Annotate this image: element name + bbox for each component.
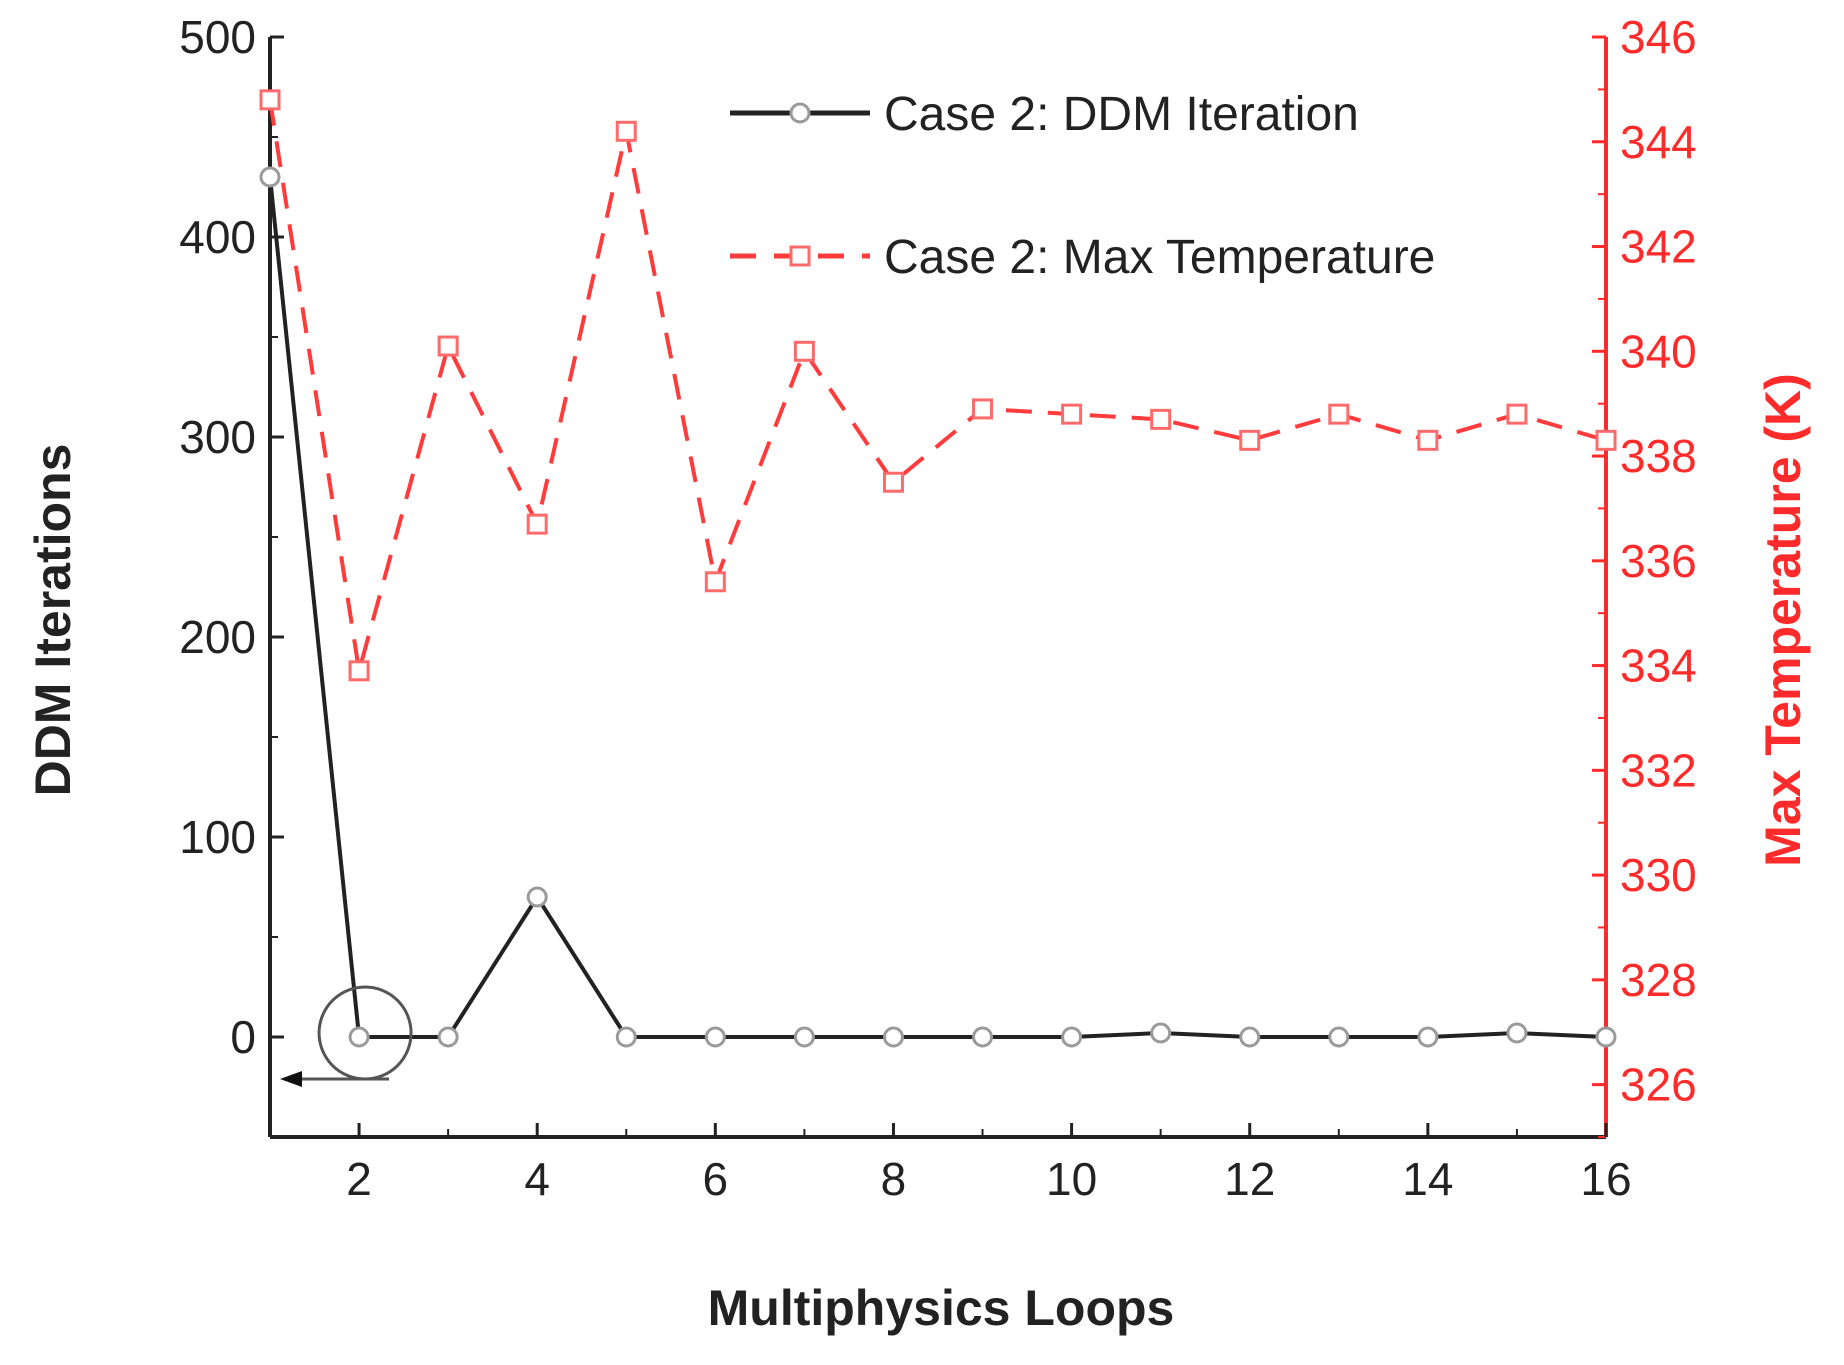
plot-area: 0 100 200 300 400 500 326 328 330 332 334 336 338 340… [179,11,1697,1205]
right-axis-title: Max Temperature (K) [1755,373,1811,867]
ddm-data-point [1417,1026,1439,1048]
ddm-data-point [1328,1026,1350,1048]
x-tick-label: 2 [346,1153,372,1205]
x-tick-label: 6 [703,1153,729,1205]
right-tick-label: 342 [1620,221,1697,273]
ddm-data-point [793,1026,815,1048]
temperature-data-point [793,340,815,362]
legend-label-temp: Case 2: Max Temperature [884,231,1435,284]
right-tick-label: 344 [1620,116,1697,168]
right-tick-label: 326 [1620,1059,1697,1111]
temperature-data-point [348,660,370,682]
x-tick-label: 4 [524,1153,550,1205]
ddm-data-point [1061,1026,1083,1048]
temperature-data-point [1061,403,1083,425]
left-tick-label: 100 [179,811,256,863]
left-tick-label: 300 [179,411,256,463]
legend-item-ddm: Case 2: DDM Iteration [730,88,1359,141]
temperature-data-point [1239,429,1261,451]
x-tick-label: 8 [881,1153,907,1205]
temperature-data-point [1506,403,1528,425]
legend-marker-ddm [789,102,811,124]
ddm-data-point [615,1026,637,1048]
right-tick-label: 340 [1620,325,1697,377]
ddm-data-point [704,1026,726,1048]
x-tick-label: 12 [1224,1153,1275,1205]
temperature-data-point [972,398,994,420]
temperature-data-point [882,471,904,493]
legend-item-temp: Case 2: Max Temperature [730,231,1435,284]
temperature-data-point [1328,403,1350,425]
series-line-0 [268,176,1607,1039]
x-axis-title: Multiphysics Loops [708,1280,1175,1336]
series-line-1 [268,99,1607,672]
ddm-data-point [882,1026,904,1048]
ddm-data-point [1239,1026,1261,1048]
temperature-data-point [1150,408,1172,430]
ddm-data-point [1506,1022,1528,1044]
temperature-data-point [437,335,459,357]
left-tick-label: 200 [179,611,256,663]
right-tick-label: 338 [1620,430,1697,482]
ddm-data-point [1150,1022,1172,1044]
temperature-data-point [1417,429,1439,451]
right-tick-label: 336 [1620,535,1697,587]
ddm-data-point [259,166,281,188]
left-tick-label: 0 [230,1011,256,1063]
ddm-data-point [1595,1026,1617,1048]
ddm-data-point [437,1026,459,1048]
left-axis-title: DDM Iterations [25,444,81,797]
temperature-data-point [259,89,281,111]
temperature-data-point [704,571,726,593]
x-tick-label: 10 [1046,1153,1097,1205]
ddm-data-point [526,886,548,908]
right-tick-label: 334 [1620,640,1697,692]
legend-marker-temp [789,245,811,267]
right-tick-label: 332 [1620,744,1697,796]
x-tick-label: 16 [1580,1153,1631,1205]
legend-label-ddm: Case 2: DDM Iteration [884,88,1359,141]
left-tick-label: 400 [179,211,256,263]
right-tick-label: 328 [1620,954,1697,1006]
temperature-data-point [615,120,637,142]
right-tick-label: 346 [1620,11,1697,63]
ddm-data-point [972,1026,994,1048]
left-tick-label: 500 [179,11,256,63]
legend: Case 2: DDM Iteration Case 2: Max Temper… [730,88,1435,284]
ddm-data-point [348,1026,370,1048]
x-tick-label: 14 [1402,1153,1453,1205]
right-tick-label: 330 [1620,849,1697,901]
temperature-data-point [1595,429,1617,451]
annotation-arrow-head [280,1071,302,1087]
temperature-data-point [526,513,548,535]
